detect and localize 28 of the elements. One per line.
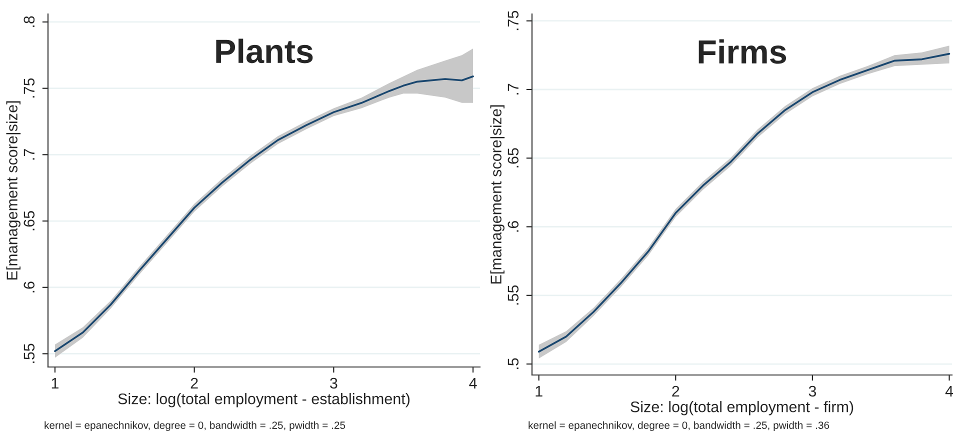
x-tick-label: 2 bbox=[672, 386, 680, 396]
text: Firms bbox=[698, 39, 786, 64]
x-tick-label: 3 bbox=[808, 386, 816, 397]
y-tick-label: .6 bbox=[24, 282, 35, 292]
y-tick-label: .65 bbox=[508, 148, 519, 168]
y-tick-label: .55 bbox=[24, 344, 35, 363]
y-axis-title: E[management score|size] bbox=[490, 105, 505, 284]
y-tick-label: .75 bbox=[24, 78, 35, 98]
y-tick-label: .75 bbox=[508, 10, 519, 30]
x-tick-label: 4 bbox=[469, 378, 477, 388]
x-tick-label: 1 bbox=[52, 378, 58, 388]
x-tick-label: 2 bbox=[190, 378, 198, 388]
y-axis-title: E[management score|size] bbox=[6, 101, 21, 280]
x-axis-title: Size: log(total employment - establishment) bbox=[118, 393, 410, 408]
y-tick-label: .6 bbox=[508, 221, 519, 232]
text: Plants bbox=[216, 38, 313, 64]
y-tick-label: .8 bbox=[24, 16, 35, 27]
y-tick-label: .65 bbox=[24, 211, 35, 230]
y-tick-label: .7 bbox=[508, 84, 518, 94]
x-axis-title: Size: log(total employment - firm) bbox=[630, 401, 854, 416]
y-tick-label: .5 bbox=[508, 358, 519, 369]
y-tick-label: .55 bbox=[508, 285, 519, 305]
x-tick-label: 1 bbox=[536, 386, 542, 396]
x-tick-label: 4 bbox=[945, 386, 954, 396]
x-tick-label: 3 bbox=[330, 378, 338, 389]
text: kernel = epanechnikov, degree = 0, bandwidth = .25, pwidth = .25 bbox=[44, 421, 346, 431]
y-tick-label: .7 bbox=[24, 149, 34, 160]
text: kernel = epanechnikov, degree = 0, bandwidth = .25, pwidth = .36 bbox=[528, 421, 830, 431]
